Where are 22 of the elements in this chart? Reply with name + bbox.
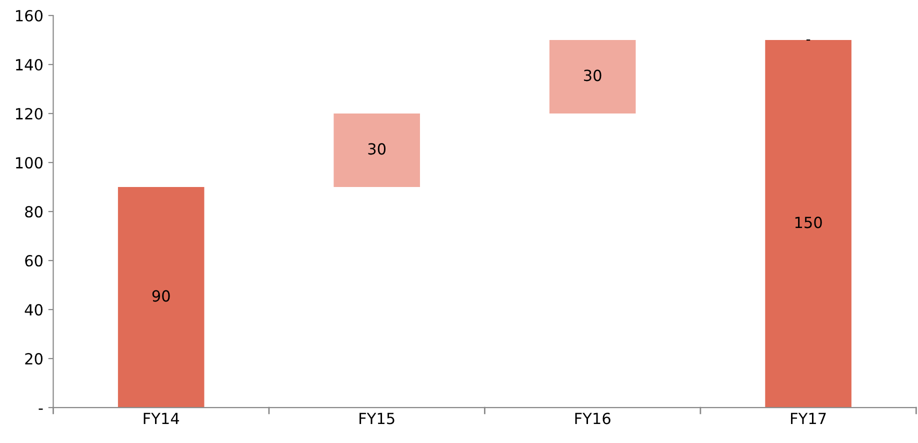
y-tick-label: 20 <box>25 353 43 365</box>
y-tick-label: 100 <box>16 156 43 169</box>
y-tick-label: 140 <box>16 58 43 71</box>
bar <box>549 40 636 114</box>
x-tick-label: FY14 <box>144 412 180 424</box>
data-label: 150 <box>795 216 822 228</box>
y-tick-label: 40 <box>24 304 43 316</box>
x-tick-label: FY16 <box>575 412 610 424</box>
y-tick-label: 120 <box>16 108 43 120</box>
data-label: 30 <box>584 70 602 82</box>
data-label: 90 <box>152 290 170 302</box>
bar <box>334 114 420 188</box>
bar <box>118 187 204 408</box>
y-tick-label: 60 <box>25 255 43 267</box>
y-tick-label: 80 <box>25 206 43 218</box>
data-label: 30 <box>368 143 386 155</box>
annotation: - <box>806 39 810 41</box>
y-tick-label: - <box>38 408 43 410</box>
x-tick-label: FY17 <box>791 412 826 424</box>
y-tick-label: 160 <box>16 10 43 22</box>
bar <box>765 40 852 408</box>
x-tick-label: FY15 <box>360 412 394 424</box>
